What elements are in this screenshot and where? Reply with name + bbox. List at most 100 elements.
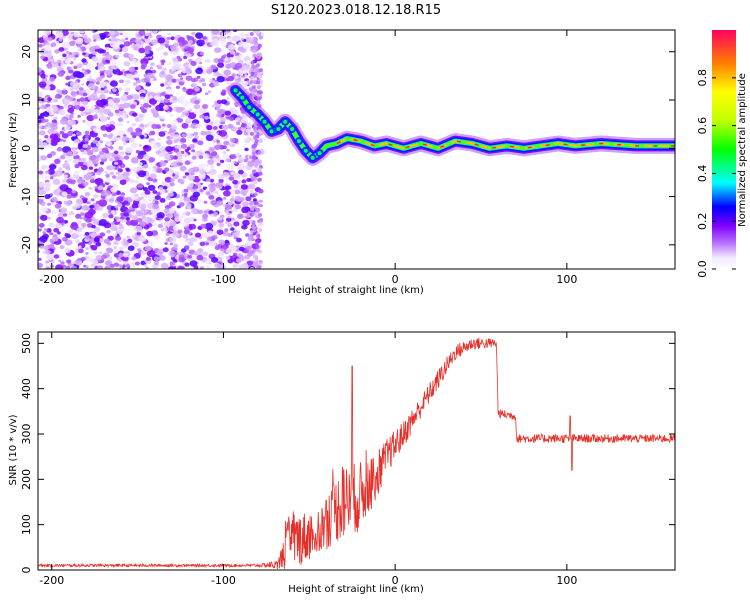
noise-cell <box>138 47 146 54</box>
noise-cell <box>196 39 205 47</box>
noise-cell <box>82 143 89 149</box>
noise-cell <box>82 34 88 39</box>
noise-cell <box>67 107 75 114</box>
noise-cell <box>149 95 153 99</box>
noise-cell <box>173 148 180 153</box>
ridge-blob <box>288 125 297 133</box>
ridge-blob <box>267 127 276 136</box>
noise-cell <box>81 205 89 211</box>
noise-cell <box>204 115 210 120</box>
noise-cell <box>105 173 110 178</box>
noise-cell <box>43 228 48 232</box>
noise-cell <box>93 194 99 199</box>
noise-cell <box>138 117 144 122</box>
noise-cell <box>125 147 133 154</box>
snr-ytick-label: 100 <box>20 514 33 535</box>
noise-cell <box>200 191 204 195</box>
colorbar-tick-label: 0.6 <box>696 117 709 135</box>
noise-cell <box>180 181 184 185</box>
noise-cell <box>145 33 149 37</box>
noise-cell <box>60 261 65 265</box>
noise-cell <box>119 246 124 251</box>
noise-cell <box>209 164 215 169</box>
noise-cell <box>242 212 247 217</box>
noise-cell <box>221 124 229 131</box>
noise-cell <box>122 32 129 38</box>
noise-cell <box>80 111 87 117</box>
noise-cell <box>244 206 251 212</box>
noise-cell <box>253 192 258 197</box>
noise-cell <box>208 183 215 189</box>
noise-cell <box>40 118 47 124</box>
noise-cell <box>216 200 224 206</box>
noise-cell <box>151 123 158 129</box>
noise-cell <box>102 81 109 87</box>
noise-cell <box>224 203 232 210</box>
noise-cell <box>72 133 76 137</box>
noise-cell <box>95 142 102 148</box>
noise-cell <box>252 148 257 153</box>
noise-cell <box>81 83 84 86</box>
ridge-blob <box>260 117 269 126</box>
noise-cell <box>47 54 53 59</box>
noise-cell <box>230 171 235 176</box>
noise-cell <box>255 245 260 250</box>
noise-cell <box>139 221 147 227</box>
noise-cell <box>255 241 259 246</box>
noise-cell <box>51 210 56 214</box>
noise-cell <box>258 228 263 233</box>
spectrogram-ytick-label: 20 <box>20 45 33 59</box>
noise-cell <box>199 51 205 56</box>
noise-cell <box>238 71 243 76</box>
noise-cell <box>134 261 140 266</box>
noise-cell <box>213 81 220 87</box>
noise-cell <box>164 217 171 222</box>
noise-cell <box>46 42 51 46</box>
noise-cell <box>104 171 108 174</box>
noise-cell <box>226 148 230 152</box>
spectrogram-frame <box>37 29 676 270</box>
noise-cell <box>172 225 179 231</box>
noise-cell <box>132 112 138 117</box>
noise-cell <box>73 139 80 144</box>
noise-cell <box>216 193 221 197</box>
noise-cell <box>215 106 221 111</box>
noise-cell <box>164 88 173 95</box>
noise-cell <box>210 41 216 46</box>
noise-cell <box>152 112 160 118</box>
noise-cell <box>209 178 215 183</box>
ridge-blob <box>301 146 310 155</box>
noise-cell <box>62 264 66 268</box>
noise-cell <box>130 131 136 136</box>
noise-cell <box>95 200 101 205</box>
noise-cell <box>191 146 195 149</box>
spectrogram-ytick-label: -10 <box>20 188 33 206</box>
ridge-blob <box>253 110 262 119</box>
noise-cell <box>184 112 190 117</box>
noise-cell <box>214 144 221 150</box>
noise-cell <box>257 249 262 254</box>
noise-cell <box>112 44 120 50</box>
noise-cell <box>223 231 230 237</box>
noise-cell <box>208 146 215 152</box>
noise-cell <box>139 92 146 98</box>
noise-cell <box>176 138 180 141</box>
noise-cell <box>187 112 197 120</box>
noise-cell <box>130 157 139 164</box>
noise-cell <box>217 62 225 68</box>
noise-cell <box>191 155 197 160</box>
noise-cell <box>105 54 113 61</box>
noise-cell <box>47 168 55 175</box>
noise-cell <box>84 231 90 236</box>
noise-cell <box>152 168 156 171</box>
noise-cell <box>38 189 46 196</box>
noise-cell <box>47 97 52 102</box>
noise-cell <box>99 112 104 117</box>
noise-cell <box>84 192 91 197</box>
noise-cell <box>173 51 178 55</box>
noise-cell <box>158 131 166 137</box>
noise-cell <box>169 136 174 140</box>
noise-cell <box>183 192 188 196</box>
noise-cell <box>55 223 62 229</box>
noise-cell <box>92 33 100 40</box>
